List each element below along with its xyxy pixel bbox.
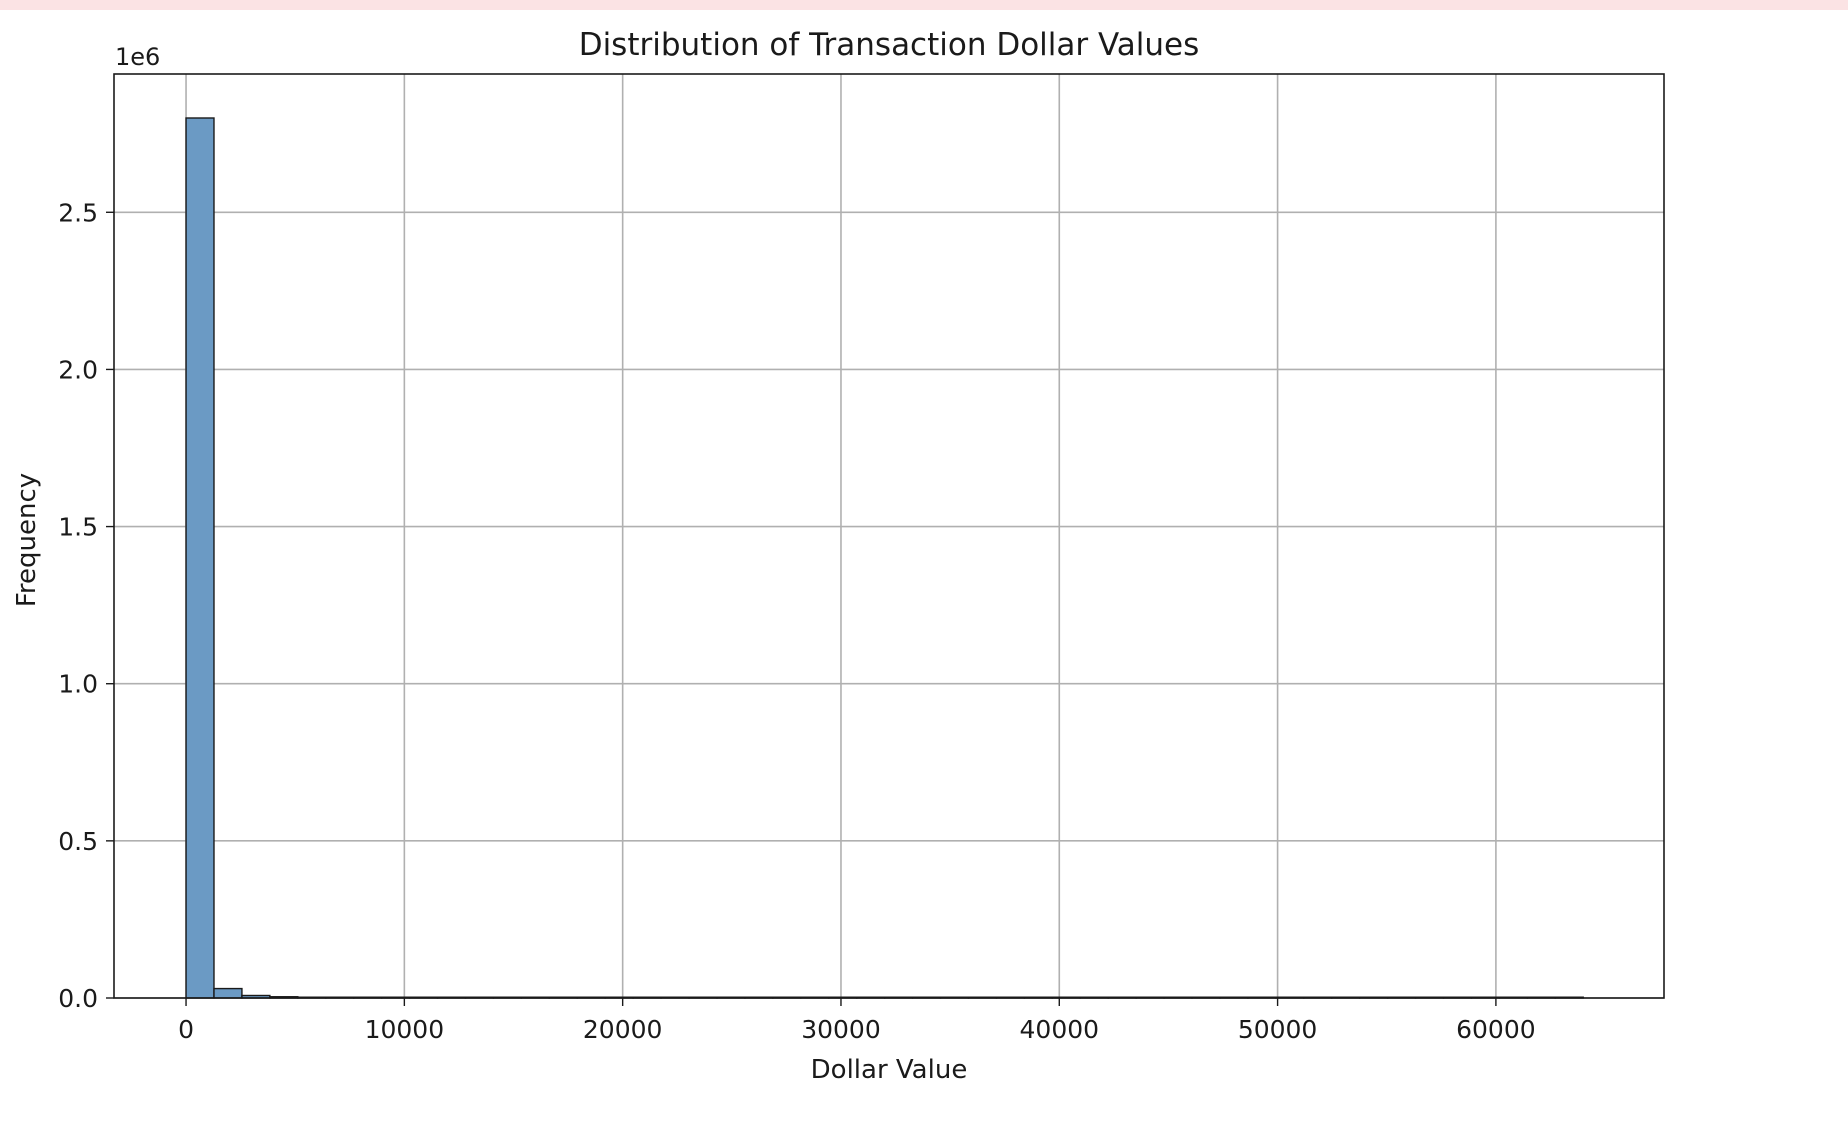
y-tick-label: 0.5 (58, 827, 98, 856)
y-tick-label: 0.0 (58, 984, 98, 1013)
y-offset-label: 1e6 (115, 43, 160, 71)
y-tick-label: 1.5 (58, 513, 98, 542)
x-axis-label: Dollar Value (811, 1055, 968, 1085)
x-tick-label: 20000 (583, 1015, 663, 1044)
tick-layer: 0 10000 20000 30000 40000 50000 60000 0.0 0.5 1.0… (58, 198, 1535, 1044)
x-tick-label: 40000 (1020, 1015, 1100, 1044)
x-tick-label: 60000 (1456, 1015, 1536, 1044)
histogram-bar (214, 989, 242, 998)
y-tick-label: 2.5 (58, 198, 98, 227)
x-tick-label: 10000 (365, 1015, 445, 1044)
y-tick-label: 2.0 (58, 355, 98, 384)
histogram-bar (186, 118, 214, 998)
x-tick-label: 0 (178, 1015, 194, 1044)
y-axis-label: Frequency (12, 473, 42, 607)
bar-layer (186, 118, 1583, 998)
x-tick-label: 30000 (801, 1015, 881, 1044)
grid-layer (114, 74, 1664, 998)
y-tick-label: 1.0 (58, 670, 98, 699)
chart-title: Distribution of Transaction Dollar Value… (579, 27, 1200, 63)
x-tick-label: 50000 (1238, 1015, 1318, 1044)
